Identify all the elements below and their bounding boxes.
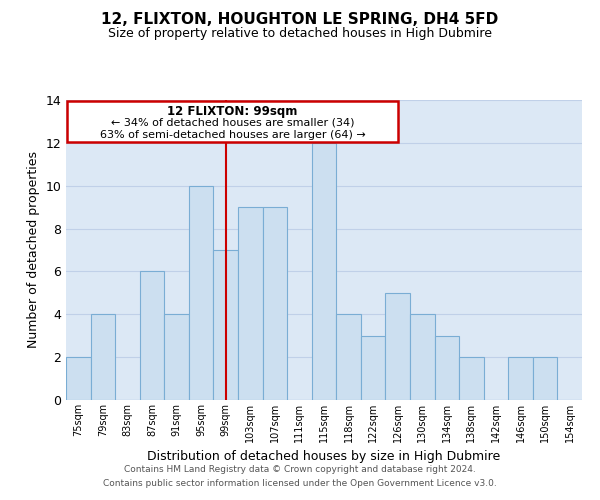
- Bar: [410, 314, 434, 400]
- Bar: [508, 357, 533, 400]
- Text: ← 34% of detached houses are smaller (34): ← 34% of detached houses are smaller (34…: [111, 118, 354, 128]
- FancyBboxPatch shape: [67, 101, 398, 142]
- Bar: [238, 207, 263, 400]
- Text: Size of property relative to detached houses in High Dubmire: Size of property relative to detached ho…: [108, 28, 492, 40]
- Text: Contains HM Land Registry data © Crown copyright and database right 2024.
Contai: Contains HM Land Registry data © Crown c…: [103, 466, 497, 487]
- Bar: [336, 314, 361, 400]
- Y-axis label: Number of detached properties: Number of detached properties: [27, 152, 40, 348]
- Bar: [459, 357, 484, 400]
- Bar: [533, 357, 557, 400]
- Text: 63% of semi-detached houses are larger (64) →: 63% of semi-detached houses are larger (…: [100, 130, 365, 140]
- Bar: [189, 186, 214, 400]
- Bar: [434, 336, 459, 400]
- Bar: [140, 272, 164, 400]
- Bar: [164, 314, 189, 400]
- Bar: [66, 357, 91, 400]
- Bar: [214, 250, 238, 400]
- Bar: [91, 314, 115, 400]
- Text: 12, FLIXTON, HOUGHTON LE SPRING, DH4 5FD: 12, FLIXTON, HOUGHTON LE SPRING, DH4 5FD: [101, 12, 499, 28]
- Text: 12 FLIXTON: 99sqm: 12 FLIXTON: 99sqm: [167, 105, 298, 118]
- Bar: [361, 336, 385, 400]
- Bar: [263, 207, 287, 400]
- Bar: [385, 293, 410, 400]
- Bar: [312, 143, 336, 400]
- X-axis label: Distribution of detached houses by size in High Dubmire: Distribution of detached houses by size …: [148, 450, 500, 464]
